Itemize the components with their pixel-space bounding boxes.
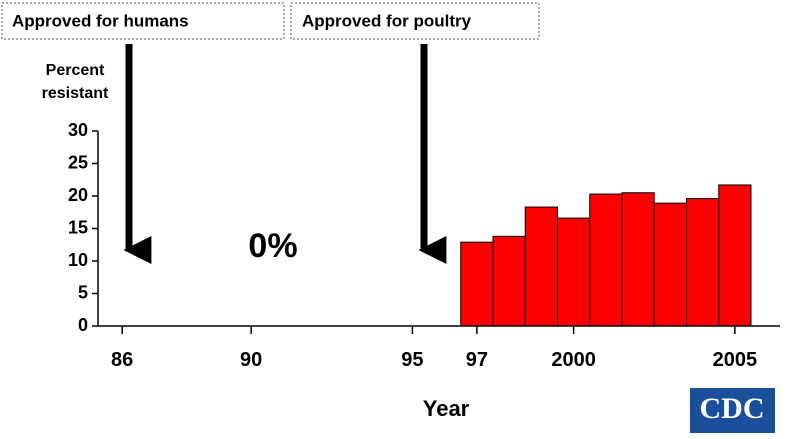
annotation: 0% <box>248 227 297 265</box>
bar <box>589 193 623 327</box>
x-tick-label: 2000 <box>551 349 596 371</box>
annotation-box <box>1 2 285 40</box>
x-tick-label: 86 <box>111 349 133 371</box>
bar <box>492 235 526 327</box>
bar <box>653 202 687 327</box>
y-tick-label: 15 <box>68 217 88 237</box>
x-tick-label: 97 <box>466 349 488 371</box>
logo <box>690 388 775 433</box>
bar <box>685 198 720 327</box>
annotation-box <box>290 2 540 40</box>
annotation: Approved for humans <box>12 11 189 30</box>
y-tick-label: 5 <box>78 282 88 302</box>
bar <box>718 184 752 327</box>
y-tick-label: 30 <box>68 120 88 140</box>
y-tick-label: 0 <box>78 315 88 335</box>
x-axis-label: Year <box>423 396 470 421</box>
y-tick-label: 10 <box>68 250 88 270</box>
x-tick-label: 90 <box>240 349 262 371</box>
y-tick-label: 20 <box>68 185 88 205</box>
x-tick-label: 2005 <box>713 349 758 371</box>
bar <box>621 192 655 327</box>
bar <box>460 241 494 327</box>
y-tick-label: 25 <box>68 152 88 172</box>
x-tick-label: 95 <box>401 349 423 371</box>
annotation: Approved for poultry <box>302 11 472 30</box>
y-axis-label: resistant <box>42 85 109 102</box>
bar <box>557 217 591 327</box>
bar <box>524 206 559 327</box>
y-axis-label: Percent <box>46 62 105 79</box>
logo-text: CDC <box>700 392 765 425</box>
